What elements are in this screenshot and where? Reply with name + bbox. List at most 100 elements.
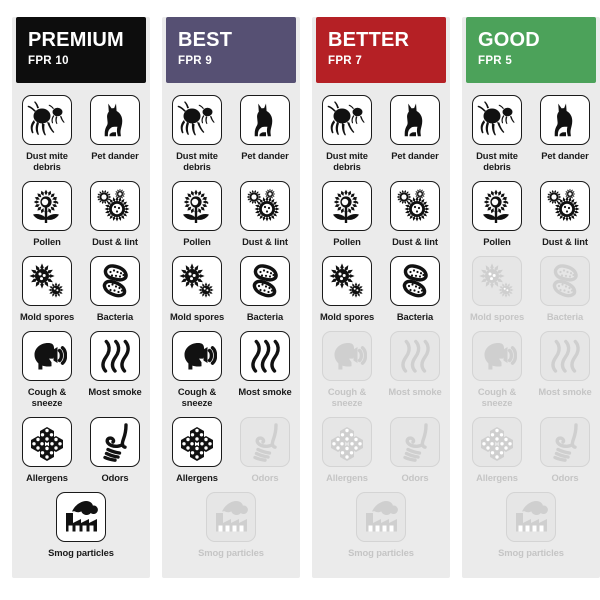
smog-factory-icon [56, 492, 106, 542]
contaminant-cell[interactable]: Most smoke [534, 331, 596, 408]
contaminant-cell[interactable]: Odors [84, 417, 146, 483]
contaminant-cell[interactable]: Smog particles [331, 492, 431, 558]
contaminant-cell[interactable]: Smog particles [481, 492, 581, 558]
contaminant-cell[interactable]: Pollen [316, 181, 378, 247]
contaminant-label: Cough & sneeze [327, 386, 367, 408]
smoke-icon [390, 331, 440, 381]
dust-mite-icon [322, 95, 372, 145]
contaminant-row: Smog particles [16, 492, 146, 558]
contaminant-cell[interactable]: Cough & sneeze [466, 331, 528, 408]
mold-spore-icon [472, 256, 522, 306]
contaminant-label: Dust mite debris [26, 150, 68, 172]
contaminant-label: Mold spores [169, 311, 225, 322]
contaminant-row: Dust mite debris Pet dander [16, 95, 146, 172]
nose-odor-icon [240, 417, 290, 467]
contaminant-cell[interactable]: Allergens [466, 417, 528, 483]
contaminant-cell[interactable]: Most smoke [84, 331, 146, 408]
contaminant-label: Mold spores [319, 311, 375, 322]
contaminant-cell[interactable]: Most smoke [384, 331, 446, 408]
nose-odor-icon [90, 417, 140, 467]
contaminant-cell[interactable]: Cough & sneeze [316, 331, 378, 408]
contaminant-label: Pollen [183, 236, 211, 247]
contaminant-row: Mold spores [316, 256, 446, 322]
contaminant-cell[interactable]: Allergens [316, 417, 378, 483]
nose-odor-icon [540, 417, 590, 467]
contaminant-cell[interactable]: Odors [534, 417, 596, 483]
cat-icon [90, 95, 140, 145]
contaminant-cell[interactable]: Bacteria [84, 256, 146, 322]
contaminant-label: Smog particles [48, 547, 114, 558]
mold-spore-icon [322, 256, 372, 306]
contaminant-cell[interactable]: Dust & lint [234, 181, 296, 247]
contaminant-label: Smog particles [198, 547, 264, 558]
contaminant-row: Pollen [466, 181, 596, 247]
contaminant-cell[interactable]: Smog particles [181, 492, 281, 558]
contaminant-cell[interactable]: Bacteria [534, 256, 596, 322]
contaminant-cell[interactable]: Allergens [166, 417, 228, 483]
contaminant-cell[interactable]: Allergens [16, 417, 78, 483]
allergen-cluster-icon [22, 417, 72, 467]
contaminant-label: Smog particles [348, 547, 414, 558]
dust-lint-icon [390, 181, 440, 231]
contaminant-cell[interactable]: Smog particles [31, 492, 131, 558]
contaminant-cell[interactable]: Pet dander [84, 95, 146, 172]
smog-factory-icon [506, 492, 556, 542]
contaminant-label: Allergens [476, 472, 518, 483]
cough-sneeze-icon [472, 331, 522, 381]
contaminant-cell[interactable]: Pet dander [234, 95, 296, 172]
contaminant-cell[interactable]: Mold spores [466, 256, 528, 322]
bacteria-icon [90, 256, 140, 306]
smog-factory-icon [206, 492, 256, 542]
contaminant-cell[interactable]: Most smoke [234, 331, 296, 408]
contaminant-cell[interactable]: Pet dander [534, 95, 596, 172]
contaminant-cell[interactable]: Dust mite debris [466, 95, 528, 172]
nose-odor-icon [390, 417, 440, 467]
bacteria-icon [540, 256, 590, 306]
contaminant-cell[interactable]: Dust & lint [384, 181, 446, 247]
contaminant-cell[interactable]: Pollen [466, 181, 528, 247]
contaminant-cell[interactable]: Cough & sneeze [16, 331, 78, 408]
contaminant-label: Dust & lint [542, 236, 588, 247]
column-fpr-rating: FPR 10 [28, 55, 69, 67]
dust-mite-icon [472, 95, 522, 145]
contaminant-cell[interactable]: Pollen [166, 181, 228, 247]
contaminant-cell[interactable]: Pet dander [384, 95, 446, 172]
contaminant-row: Mold spores [166, 256, 296, 322]
column-header-premium: PREMIUM FPR 10 [16, 17, 146, 83]
contaminant-label: Dust mite debris [176, 150, 218, 172]
contaminant-cell[interactable]: Mold spores [316, 256, 378, 322]
contaminant-cell[interactable]: Dust mite debris [166, 95, 228, 172]
flower-icon [172, 181, 222, 231]
contaminant-cell[interactable]: Bacteria [234, 256, 296, 322]
contaminant-row: Cough & sneeze Most smoke [166, 331, 296, 408]
column-fpr-rating: FPR 9 [178, 55, 213, 67]
contaminant-cell[interactable]: Dust & lint [84, 181, 146, 247]
contaminant-label: Most smoke [88, 386, 142, 397]
contaminant-cell[interactable]: Mold spores [16, 256, 78, 322]
contaminant-row: Mold spores [16, 256, 146, 322]
contaminant-cell[interactable]: Dust & lint [534, 181, 596, 247]
contaminant-cell[interactable]: Dust mite debris [316, 95, 378, 172]
rating-column-better: BETTER FPR 7 Dust mite debr [312, 17, 450, 578]
mold-spore-icon [22, 256, 72, 306]
contaminant-row: Mold spores [466, 256, 596, 322]
contaminant-list: Dust mite debris Pet dander [166, 95, 296, 567]
contaminant-row: Cough & sneeze Most smoke [466, 331, 596, 408]
flower-icon [322, 181, 372, 231]
contaminant-label: Bacteria [246, 311, 284, 322]
contaminant-label: Dust mite debris [476, 150, 518, 172]
contaminant-cell[interactable]: Cough & sneeze [166, 331, 228, 408]
allergen-cluster-icon [472, 417, 522, 467]
allergen-cluster-icon [172, 417, 222, 467]
contaminant-cell[interactable]: Odors [234, 417, 296, 483]
contaminant-cell[interactable]: Odors [384, 417, 446, 483]
column-title: BETTER [328, 29, 410, 51]
dust-lint-icon [90, 181, 140, 231]
contaminant-cell[interactable]: Bacteria [384, 256, 446, 322]
contaminant-cell[interactable]: Pollen [16, 181, 78, 247]
contaminant-cell[interactable]: Dust mite debris [16, 95, 78, 172]
contaminant-label: Bacteria [396, 311, 434, 322]
rating-column-best: BEST FPR 9 Dust mite debris [162, 17, 300, 578]
contaminant-cell[interactable]: Mold spores [166, 256, 228, 322]
